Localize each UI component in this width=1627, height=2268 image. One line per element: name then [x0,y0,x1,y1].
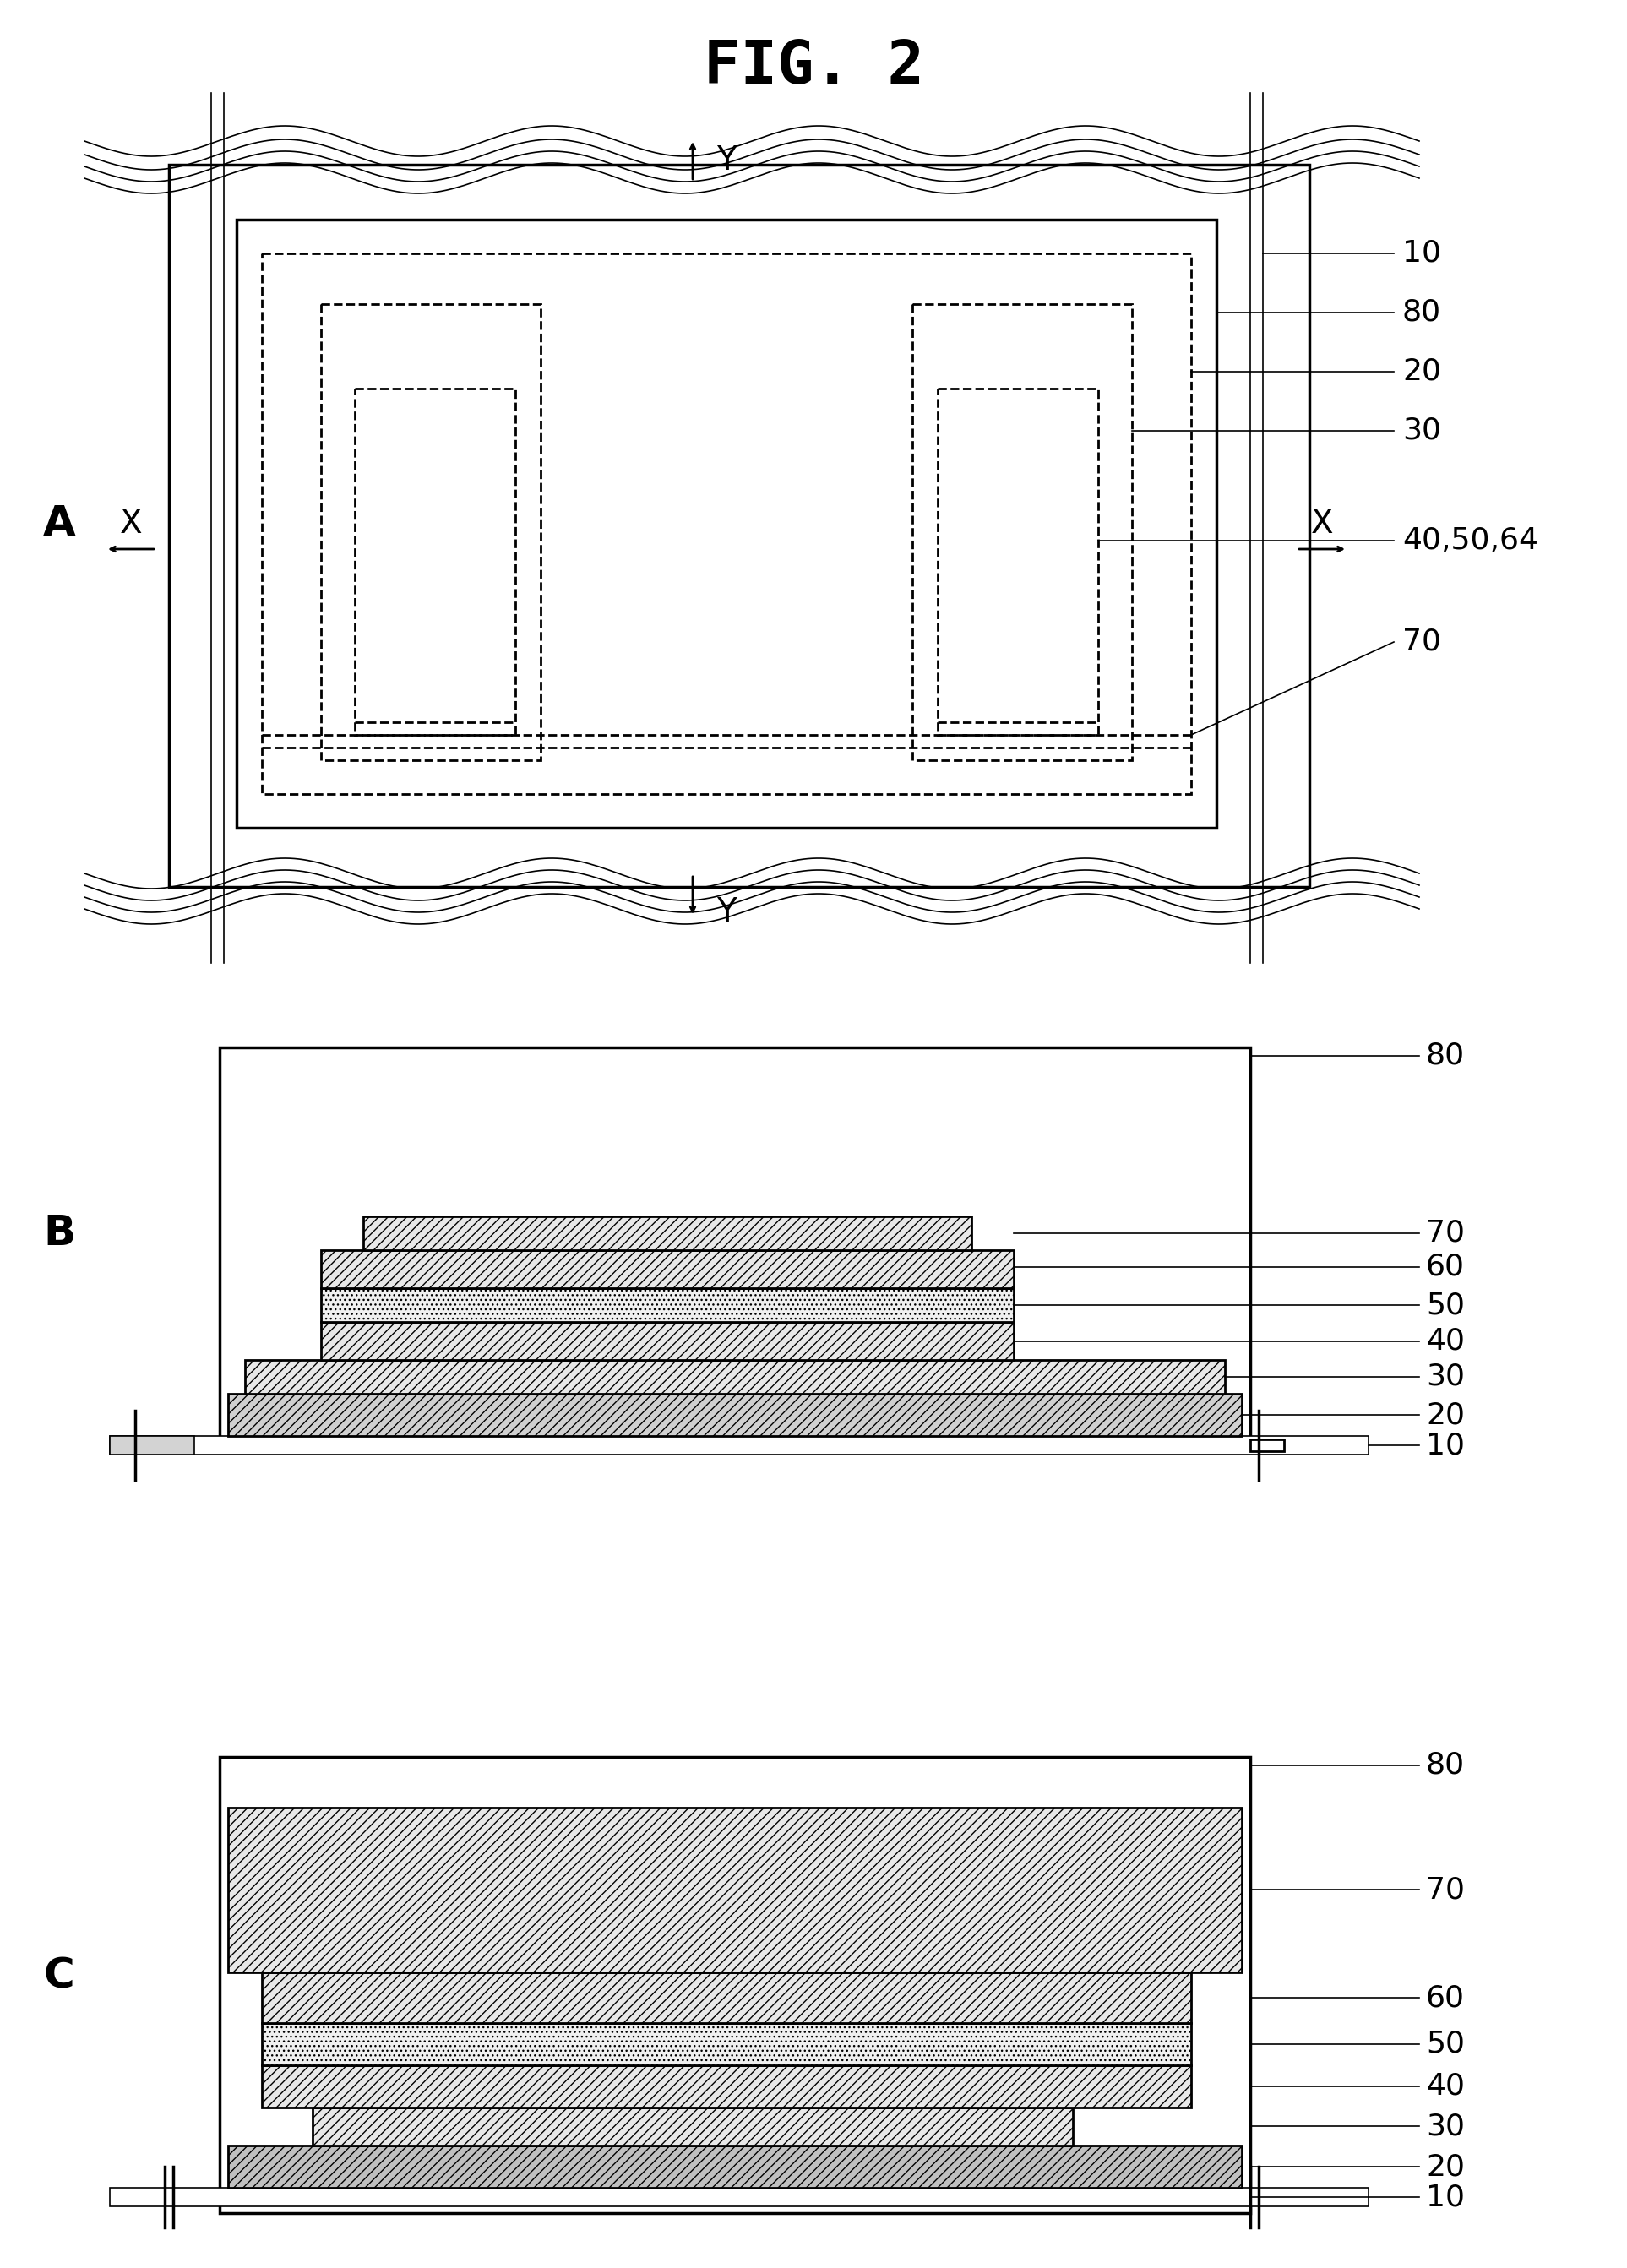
Text: 10: 10 [1402,238,1442,268]
Text: 40: 40 [1425,1327,1464,1356]
Text: 20: 20 [1402,358,1442,386]
Text: Y: Y [716,145,737,177]
Text: 30: 30 [1402,417,1442,445]
Text: 80: 80 [1402,297,1442,327]
Text: 20: 20 [1425,2152,1464,2182]
Text: 40: 40 [1425,2073,1464,2100]
Bar [321,1250,1014,1288]
Bar [228,1808,1241,1973]
Text: 50: 50 [1425,1290,1464,1320]
Text: 50: 50 [1425,2030,1464,2059]
Text: X: X [120,508,142,540]
Bar [321,1322,1014,1361]
Text: 60: 60 [1425,1252,1464,1281]
Text: 10: 10 [1425,2182,1464,2211]
Text: Y: Y [716,896,737,928]
Bar [937,388,1098,735]
Bar [913,304,1132,760]
Text: 20: 20 [1425,1402,1464,1429]
Bar [169,166,1310,887]
Bar [1250,1440,1284,1452]
Bar [363,1216,971,1250]
Bar [262,1973,1191,2023]
Bar [262,254,1191,794]
Bar [228,1395,1241,1436]
Text: 60: 60 [1425,1982,1464,2012]
Text: 10: 10 [1425,1431,1464,1461]
Bar [109,1436,194,1454]
Text: 70: 70 [1425,1876,1464,1903]
Text: 40,50,64: 40,50,64 [1402,526,1538,556]
Text: 70: 70 [1402,628,1442,655]
Bar [262,2023,1191,2066]
Text: B: B [42,1213,75,1254]
Text: 80: 80 [1425,1751,1464,1780]
Bar [228,2146,1241,2189]
Text: 30: 30 [1425,1363,1464,1390]
Text: C: C [44,1957,75,1996]
Text: FIG. 2: FIG. 2 [703,39,924,98]
Bar [236,220,1217,828]
Bar [246,1361,1225,1395]
Text: X: X [1311,508,1333,540]
Text: 30: 30 [1425,2112,1464,2141]
Bar [262,2066,1191,2107]
Bar [220,1048,1250,1454]
Bar [109,1436,1368,1454]
Bar [321,304,540,760]
Text: A: A [42,503,75,544]
Text: 70: 70 [1425,1218,1464,1247]
Bar [109,2189,1368,2207]
Bar [312,2107,1072,2146]
Bar [321,1288,1014,1322]
Bar [220,1758,1250,2214]
Text: 80: 80 [1425,1041,1464,1070]
Bar [355,388,516,735]
